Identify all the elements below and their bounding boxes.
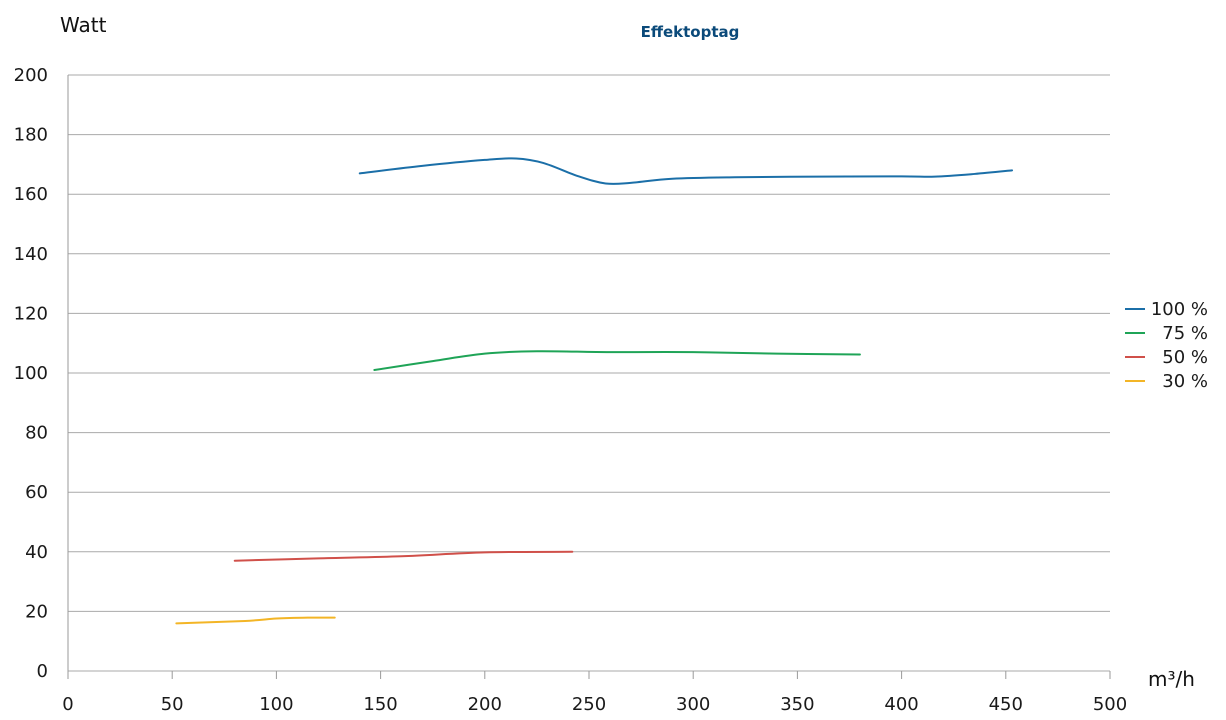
y-axis-label: Watt: [60, 13, 107, 37]
legend-label: 100 %: [1151, 299, 1208, 320]
x-tick-label: 200: [468, 694, 502, 715]
y-tick-label: 20: [25, 601, 48, 622]
axis-layer: 0 20 40 60 80 100 120 140 160 180 200 0 50 100 150 200 2…: [14, 65, 1128, 715]
x-tick-label: 250: [572, 694, 606, 715]
x-tick-label: 500: [1093, 694, 1127, 715]
y-tick-label: 160: [14, 184, 48, 205]
y-tick-label: 200: [14, 65, 48, 86]
chart-title: Effektoptag: [641, 23, 740, 41]
y-tick-label: 80: [25, 423, 48, 444]
y-tick-label: 140: [14, 244, 48, 265]
x-tick-label: 0: [62, 694, 73, 715]
grid-layer: [68, 74, 1110, 672]
y-tick-label: 120: [14, 303, 48, 324]
x-tick-label: 50: [161, 694, 184, 715]
x-axis-label: m³/h: [1148, 667, 1195, 691]
series-line-50pct: [233, 550, 574, 562]
legend-label: 30 %: [1162, 371, 1208, 392]
y-tick-label: 60: [25, 482, 48, 503]
y-tick-label: 180: [14, 125, 48, 146]
y-tick-label: 0: [37, 661, 48, 682]
legend: 100 % 75 % 50 % 30 %: [1125, 299, 1208, 392]
y-tick-label: 40: [25, 542, 48, 563]
series-line-100pct: [358, 157, 1014, 185]
y-tick-label: 100: [14, 363, 48, 384]
series-layer: [175, 157, 1014, 625]
x-tick-label: 450: [989, 694, 1023, 715]
x-tick-label: 100: [259, 694, 293, 715]
x-tick-label: 300: [676, 694, 710, 715]
series-line-30pct: [175, 616, 336, 625]
legend-label: 75 %: [1162, 323, 1208, 344]
x-tick-label: 400: [884, 694, 918, 715]
x-tick-label: 350: [780, 694, 814, 715]
series-line-75pct: [373, 350, 861, 372]
x-tick-label: 150: [363, 694, 397, 715]
legend-label: 50 %: [1162, 347, 1208, 368]
